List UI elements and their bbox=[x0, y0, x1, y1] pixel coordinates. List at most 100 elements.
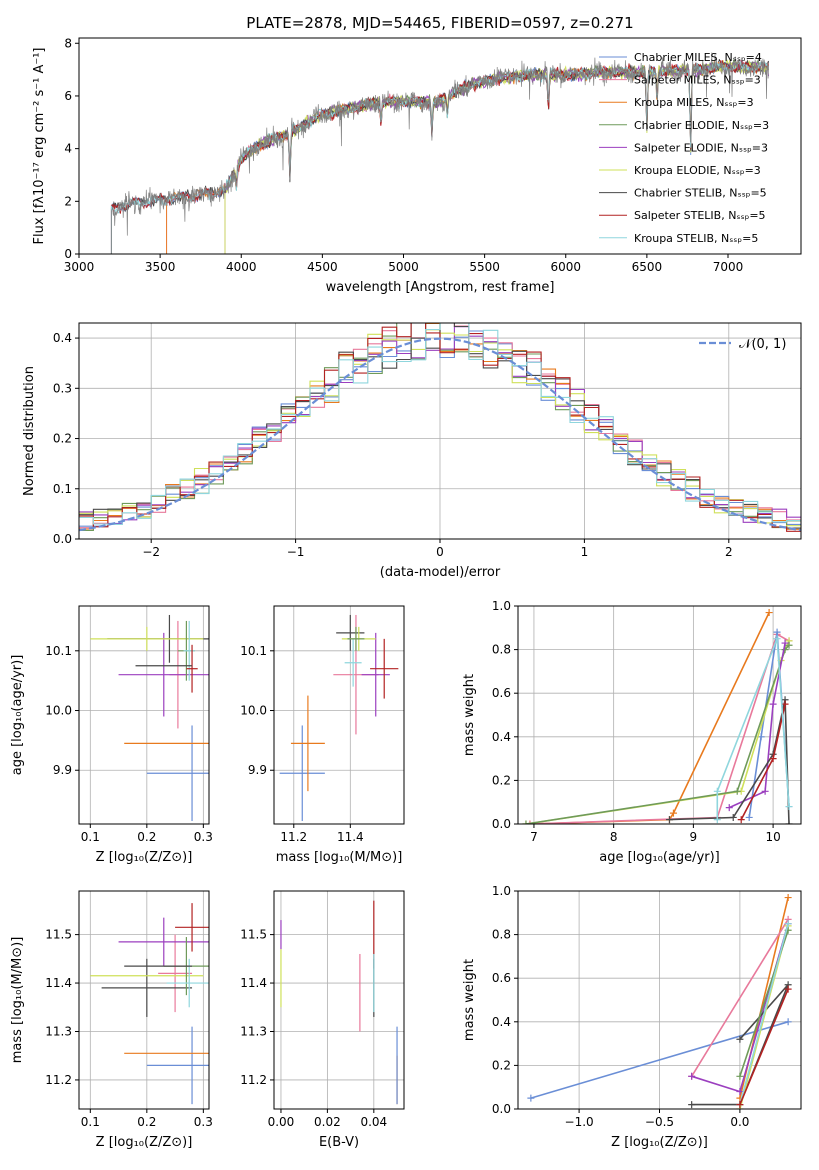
x-tick-label: 1 bbox=[581, 545, 589, 559]
weight-point-marker bbox=[773, 635, 781, 643]
legend-entry: Kroupa STELIB, Nₛₛₚ=5 bbox=[634, 232, 758, 245]
axes-frame bbox=[78, 605, 210, 825]
spectrum-legend: Chabrier MILES, Nₛₛₚ=4 Salpeter MILES, Nₛ… bbox=[599, 51, 769, 245]
weight-series-line bbox=[739, 923, 789, 1105]
weight-point-marker bbox=[784, 1018, 792, 1026]
y-tick-label: 11.5 bbox=[45, 928, 72, 942]
y-tick-label: 0.0 bbox=[492, 1102, 511, 1116]
weight-point-marker bbox=[769, 700, 777, 708]
x-tick-label: 0.2 bbox=[137, 830, 156, 844]
errorbar-point bbox=[279, 725, 325, 822]
y-tick-label: 11.3 bbox=[45, 1024, 72, 1038]
age-vs-metallicity-panel: 0.1 0.2 0.3 9.9 10.0 10.1 Z [log₁₀(Z/Z⊙)] age [… bbox=[10, 605, 213, 865]
weight-point-marker bbox=[688, 1072, 696, 1080]
errorbar-point bbox=[183, 620, 195, 681]
errorbar-points bbox=[279, 614, 399, 822]
weight-point-marker bbox=[729, 813, 737, 821]
errorbar-points bbox=[280, 900, 398, 1105]
x-axis-label: mass [log₁₀(M/M⊙)] bbox=[276, 850, 403, 865]
y-tick-label: 11.3 bbox=[240, 1024, 267, 1038]
residual-histogram bbox=[79, 323, 801, 529]
weight-point-marker bbox=[522, 820, 530, 824]
weight-point-marker bbox=[688, 1101, 696, 1109]
y-tick-label: 0.4 bbox=[53, 331, 72, 345]
weight-point-marker bbox=[785, 820, 793, 824]
weight-point-marker bbox=[713, 816, 721, 824]
weight-point-marker bbox=[773, 628, 781, 636]
y-tick-label: 0.2 bbox=[492, 773, 511, 787]
weight-point-marker bbox=[784, 894, 792, 902]
weight-point-marker bbox=[736, 1035, 744, 1043]
errorbar-point bbox=[90, 626, 204, 651]
y-tick-label: 11.4 bbox=[45, 976, 72, 990]
x-tick-label: −0.5 bbox=[645, 1115, 674, 1129]
x-tick-label: 11.2 bbox=[280, 830, 307, 844]
legend-entry: Salpeter ELODIE, Nₛₛₚ=3 bbox=[634, 141, 768, 154]
y-tick-label: 0.6 bbox=[492, 686, 511, 700]
y-tick-label: 10.0 bbox=[240, 704, 267, 718]
weight-point-marker bbox=[785, 803, 793, 811]
weight-series-line bbox=[716, 638, 790, 820]
weight-point-marker bbox=[736, 1101, 744, 1109]
weight-series-line bbox=[525, 640, 790, 824]
errorbar-point bbox=[146, 1026, 209, 1105]
residuals-panel: 𝒩(0, 1) −2 −1 0 1 2 0.0 0.1 0.2 0.3 0.4 (data-model… bbox=[22, 322, 802, 580]
x-tick-label: 0.00 bbox=[268, 1115, 295, 1129]
x-tick-label: 0.0 bbox=[730, 1115, 749, 1129]
spectrum-lines bbox=[110, 52, 770, 254]
weight-series-line bbox=[728, 642, 786, 809]
x-tick-label: 0.04 bbox=[360, 1115, 387, 1129]
x-tick-label: 4500 bbox=[307, 260, 338, 274]
x-axis-label: Z [log₁₀(Z/Z⊙)] bbox=[611, 1135, 708, 1150]
x-tick-label: 10 bbox=[765, 830, 780, 844]
mass-vs-ebv-panel: 0.00 0.02 0.04 11.2 11.3 11.4 11.5 E(B-V) bbox=[240, 890, 405, 1150]
y-tick-label: 0.2 bbox=[492, 1058, 511, 1072]
y-tick-label: 9.9 bbox=[248, 763, 267, 777]
weight-point-marker bbox=[669, 809, 677, 817]
y-tick-label: 0.0 bbox=[492, 817, 511, 831]
y-tick-label: 0.4 bbox=[492, 1015, 511, 1029]
y-tick-label: 11.4 bbox=[240, 976, 267, 990]
weight-series-line bbox=[530, 1021, 789, 1099]
errorbar-points bbox=[90, 903, 209, 1105]
y-tick-label: 0.8 bbox=[492, 928, 511, 942]
weight-point-marker bbox=[784, 920, 792, 928]
weight-point-marker bbox=[765, 609, 773, 617]
residual-histogram bbox=[79, 323, 801, 532]
weight-point-marker bbox=[527, 1094, 535, 1102]
model-spectrum-line bbox=[110, 59, 770, 254]
axes-frame bbox=[273, 605, 405, 825]
errorbar-point bbox=[118, 632, 209, 717]
x-tick-label: 6500 bbox=[632, 260, 663, 274]
mass-weight-vs-age-panel: 7 8 9 10 0.0 0.2 0.4 0.6 0.8 1.0 age [log₁₀(age/yr… bbox=[462, 599, 802, 865]
axes-frame bbox=[273, 890, 405, 1110]
weight-point-marker bbox=[781, 639, 789, 647]
x-tick-label: −1.0 bbox=[565, 1115, 594, 1129]
model-spectrum-line bbox=[110, 61, 761, 254]
y-tick-label: 8 bbox=[64, 36, 72, 50]
axes-frame bbox=[78, 890, 210, 1110]
y-axis-label: mass [log₁₀(M/M⊙)] bbox=[10, 937, 25, 1064]
x-tick-label: −2 bbox=[142, 545, 160, 559]
y-tick-label: 9.9 bbox=[53, 763, 72, 777]
y-tick-label: 0.1 bbox=[53, 482, 72, 496]
x-tick-label: 0 bbox=[436, 545, 444, 559]
mass-vs-metallicity-panel: 0.1 0.2 0.3 11.2 11.3 11.4 11.5 Z [log₁₀(Z/Z⊙)]… bbox=[10, 890, 213, 1150]
weight-point-marker bbox=[736, 1088, 744, 1096]
x-tick-label: 0.3 bbox=[194, 830, 213, 844]
x-axis-label: wavelength [Angstrom, rest frame] bbox=[326, 280, 555, 295]
errorbar-points bbox=[90, 614, 209, 822]
y-tick-label: 1.0 bbox=[492, 884, 511, 898]
errorbar-point bbox=[347, 626, 365, 651]
weight-point-marker bbox=[761, 787, 769, 795]
y-tick-label: 6 bbox=[64, 89, 72, 103]
weight-series-line bbox=[739, 988, 789, 1105]
y-tick-label: 10.0 bbox=[45, 704, 72, 718]
y-tick-label: 11.5 bbox=[240, 928, 267, 942]
y-tick-label: 11.2 bbox=[240, 1073, 267, 1087]
y-axis-label: Normed distribution bbox=[22, 366, 37, 496]
model-spectrum-line bbox=[110, 60, 769, 254]
y-tick-label: 10.1 bbox=[240, 644, 267, 658]
x-tick-label: 2 bbox=[725, 545, 733, 559]
